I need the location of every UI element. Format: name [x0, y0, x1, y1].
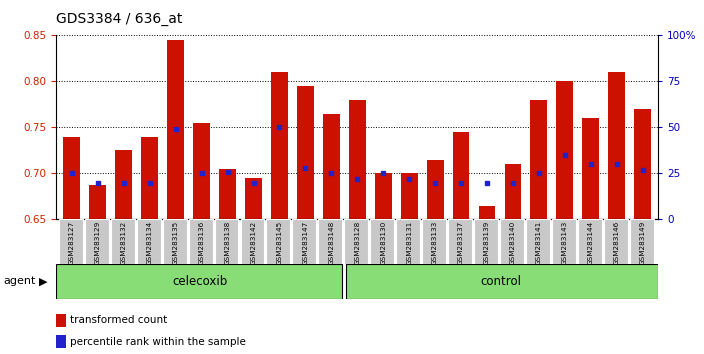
- Bar: [634, 109, 651, 219]
- Bar: [396, 219, 420, 264]
- Bar: [578, 219, 602, 264]
- Bar: [556, 81, 573, 219]
- Bar: [245, 178, 262, 219]
- Bar: [297, 86, 314, 219]
- Bar: [427, 160, 444, 219]
- Text: GSM283142: GSM283142: [251, 221, 256, 265]
- Text: ▶: ▶: [39, 276, 47, 286]
- Bar: [323, 114, 340, 219]
- Bar: [219, 169, 236, 219]
- Bar: [530, 100, 547, 219]
- Text: GSM283139: GSM283139: [484, 221, 490, 265]
- Text: agent: agent: [4, 276, 36, 286]
- Bar: [111, 219, 134, 264]
- Bar: [59, 219, 83, 264]
- Bar: [63, 137, 80, 219]
- Bar: [349, 100, 365, 219]
- Bar: [526, 219, 550, 264]
- Text: GSM283137: GSM283137: [458, 221, 464, 265]
- Bar: [189, 219, 213, 264]
- Text: celecoxib: celecoxib: [172, 275, 228, 288]
- Text: GSM283140: GSM283140: [510, 221, 516, 265]
- Text: GSM283131: GSM283131: [406, 221, 412, 265]
- Text: GSM283147: GSM283147: [303, 221, 308, 265]
- Text: control: control: [481, 275, 522, 288]
- Bar: [163, 219, 187, 264]
- Bar: [453, 132, 470, 219]
- Bar: [142, 137, 158, 219]
- Text: GSM283149: GSM283149: [640, 221, 646, 265]
- Bar: [629, 219, 653, 264]
- Bar: [56, 314, 66, 327]
- Text: GSM283138: GSM283138: [225, 221, 230, 265]
- Text: percentile rank within the sample: percentile rank within the sample: [70, 337, 246, 347]
- Bar: [474, 219, 498, 264]
- Bar: [479, 206, 496, 219]
- Bar: [85, 219, 108, 264]
- Bar: [375, 173, 391, 219]
- Text: GSM283148: GSM283148: [328, 221, 334, 265]
- Bar: [115, 150, 132, 219]
- Bar: [346, 264, 658, 299]
- Bar: [500, 219, 524, 264]
- Bar: [582, 118, 599, 219]
- Bar: [89, 184, 106, 219]
- Text: GSM283143: GSM283143: [562, 221, 568, 265]
- Bar: [370, 219, 394, 264]
- Bar: [137, 219, 161, 264]
- Text: GSM283127: GSM283127: [69, 221, 75, 265]
- Bar: [193, 123, 210, 219]
- Bar: [604, 219, 628, 264]
- Bar: [344, 219, 368, 264]
- Text: GSM283141: GSM283141: [536, 221, 542, 265]
- Bar: [318, 219, 342, 264]
- Text: GSM283145: GSM283145: [277, 221, 282, 265]
- Bar: [422, 219, 446, 264]
- Bar: [608, 72, 625, 219]
- Text: GSM283136: GSM283136: [199, 221, 205, 265]
- Bar: [56, 335, 66, 348]
- Bar: [292, 219, 316, 264]
- Bar: [241, 219, 265, 264]
- Text: GSM283134: GSM283134: [146, 221, 153, 265]
- Text: GSM283132: GSM283132: [121, 221, 127, 265]
- Text: GDS3384 / 636_at: GDS3384 / 636_at: [56, 12, 183, 27]
- Text: transformed count: transformed count: [70, 315, 167, 325]
- Bar: [448, 219, 472, 264]
- Bar: [56, 264, 342, 299]
- Text: GSM283128: GSM283128: [354, 221, 360, 265]
- Text: GSM283130: GSM283130: [380, 221, 386, 265]
- Text: GSM283133: GSM283133: [432, 221, 438, 265]
- Bar: [267, 219, 290, 264]
- Bar: [168, 40, 184, 219]
- Bar: [271, 72, 288, 219]
- Bar: [401, 173, 417, 219]
- Text: GSM283146: GSM283146: [614, 221, 620, 265]
- Bar: [215, 219, 239, 264]
- Text: GSM283135: GSM283135: [172, 221, 179, 265]
- Text: GSM283144: GSM283144: [588, 221, 593, 265]
- Bar: [505, 164, 522, 219]
- Bar: [552, 219, 576, 264]
- Text: GSM283129: GSM283129: [95, 221, 101, 265]
